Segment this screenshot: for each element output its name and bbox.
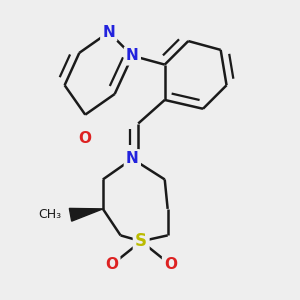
Text: O: O bbox=[105, 257, 118, 272]
Text: S: S bbox=[135, 232, 147, 250]
Text: N: N bbox=[126, 151, 139, 166]
Polygon shape bbox=[69, 208, 103, 221]
Text: N: N bbox=[102, 25, 115, 40]
Text: CH₃: CH₃ bbox=[38, 208, 62, 221]
Text: N: N bbox=[126, 48, 139, 63]
Text: O: O bbox=[164, 257, 177, 272]
Text: O: O bbox=[79, 131, 92, 146]
